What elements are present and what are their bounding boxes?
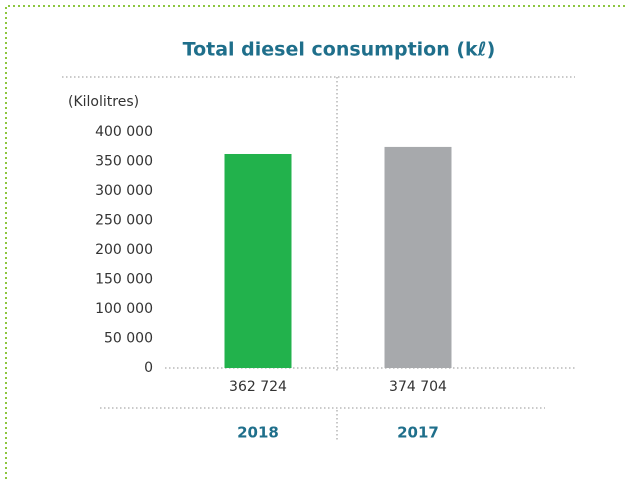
- y-tick-label: 150 000: [95, 272, 153, 288]
- bar: [224, 153, 292, 368]
- y-tick-label: 400 000: [95, 124, 153, 140]
- y-tick-label: 250 000: [95, 213, 153, 229]
- bar: [384, 146, 452, 368]
- x-tick-label: 2017: [397, 424, 439, 442]
- y-axis-label: (Kilolitres): [68, 94, 139, 110]
- y-tick-label: 0: [144, 360, 153, 376]
- value-label: 374 704: [389, 379, 447, 395]
- y-tick-label: 300 000: [95, 183, 153, 199]
- y-tick-label: 100 000: [95, 301, 153, 317]
- y-tick-label: 50 000: [104, 331, 153, 347]
- x-tick-label: 2018: [237, 424, 279, 442]
- y-tick-label: 350 000: [95, 154, 153, 170]
- frame-border: [5, 5, 627, 479]
- chart-title: Total diesel consumption (kℓ): [183, 39, 496, 61]
- y-tick-label: 200 000: [95, 242, 153, 258]
- value-label: 362 724: [229, 379, 287, 395]
